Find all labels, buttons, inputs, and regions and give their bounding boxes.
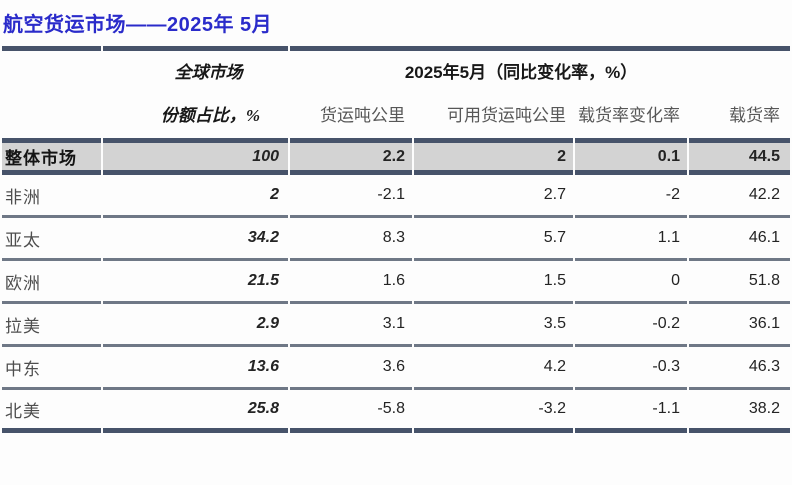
load-factor-change-value: 0: [575, 261, 687, 304]
ctk-value: 3.6: [290, 347, 412, 390]
column-header-row: 份额占比，% 货运吨公里 可用货运吨公里 载货率变化率 载货率: [2, 89, 790, 138]
region-label: 北美: [2, 390, 101, 433]
table-header: 全球市场 2025年5月（同比变化率，%） 份额占比，% 货运吨公里 可用货运吨…: [2, 46, 791, 138]
ctk-value: 1.6: [290, 261, 412, 304]
region-header-cell: [2, 89, 101, 138]
load-factor-value: 46.1: [689, 218, 791, 261]
table-row: 拉美 2.9 3.1 3.5 -0.2 36.1: [2, 304, 791, 347]
load-factor-change-value: -1.1: [575, 390, 687, 433]
region-label: 欧洲: [2, 261, 101, 304]
actk-value: -3.2: [414, 390, 573, 433]
table-row: 北美 25.8 -5.8 -3.2 -1.1 38.2: [2, 390, 791, 433]
share-value: 34.2: [103, 218, 288, 261]
load-factor-value: 46.3: [689, 347, 791, 390]
load-factor-value: 36.1: [689, 304, 791, 347]
ctk-value: -2.1: [290, 175, 412, 218]
load-factor-value: 38.2: [689, 390, 791, 433]
load-factor-change-value: 0.1: [575, 138, 687, 175]
share-value: 21.5: [103, 261, 288, 304]
load-factor-change-value: -0.2: [575, 304, 687, 347]
load-factor-value: 51.8: [689, 261, 791, 304]
share-value: 2: [103, 175, 288, 218]
region-label: 拉美: [2, 304, 101, 347]
ctk-value: 3.1: [290, 304, 412, 347]
column-header-share: 份额占比，%: [160, 106, 261, 125]
table-row: 非洲 2 -2.1 2.7 -2 42.2: [2, 175, 791, 218]
share-value: 25.8: [103, 390, 288, 433]
actk-value: 4.2: [414, 347, 573, 390]
table-row: 亚太 34.2 8.3 5.7 1.1 46.1: [2, 218, 791, 261]
load-factor-value: 44.5: [689, 138, 791, 175]
region-label: 非洲: [2, 175, 101, 218]
actk-value: 2.7: [414, 175, 573, 218]
load-factor-change-value: -2: [575, 175, 687, 218]
share-value: 13.6: [103, 347, 288, 390]
table-row: 欧洲 21.5 1.6 1.5 0 51.8: [2, 261, 791, 304]
table-row: 中东 13.6 3.6 4.2 -0.3 46.3: [2, 347, 791, 390]
share-value: 2.9: [103, 304, 288, 347]
column-group-global-market: 全球市场: [103, 46, 288, 89]
column-header-load-factor-change: 载货率变化率: [578, 106, 680, 125]
load-factor-change-value: 1.1: [575, 218, 687, 261]
ctk-value: 2.2: [290, 138, 412, 175]
column-group-period: 2025年5月（同比变化率，%）: [290, 46, 791, 89]
table-row-total: 整体市场 100 2.2 2 0.1 44.5: [2, 138, 791, 175]
page-title: 航空货运市场——2025年 5月: [3, 14, 273, 36]
column-header-ctk: 货运吨公里: [320, 106, 405, 125]
actk-value: 3.5: [414, 304, 573, 347]
share-value: 100: [103, 138, 288, 175]
load-factor-value: 42.2: [689, 175, 791, 218]
region-label: 整体市场: [2, 138, 101, 175]
load-factor-change-value: -0.3: [575, 347, 687, 390]
corner-cell: [2, 46, 101, 89]
actk-value: 5.7: [414, 218, 573, 261]
table-body: 整体市场 100 2.2 2 0.1 44.5 非洲 2 -2.1 2.7 -2…: [2, 138, 791, 433]
actk-value: 2: [414, 138, 573, 175]
region-label: 亚太: [2, 218, 101, 261]
ctk-value: -5.8: [290, 390, 412, 433]
air-cargo-market-table: 全球市场 2025年5月（同比变化率，%） 份额占比，% 货运吨公里 可用货运吨…: [0, 46, 792, 433]
ctk-value: 8.3: [290, 218, 412, 261]
column-header-actk: 可用货运吨公里: [447, 106, 566, 125]
actk-value: 1.5: [414, 261, 573, 304]
column-group-row: 全球市场 2025年5月（同比变化率，%）: [2, 46, 791, 89]
column-header-load-factor: 载货率: [729, 106, 781, 125]
region-label: 中东: [2, 347, 101, 390]
